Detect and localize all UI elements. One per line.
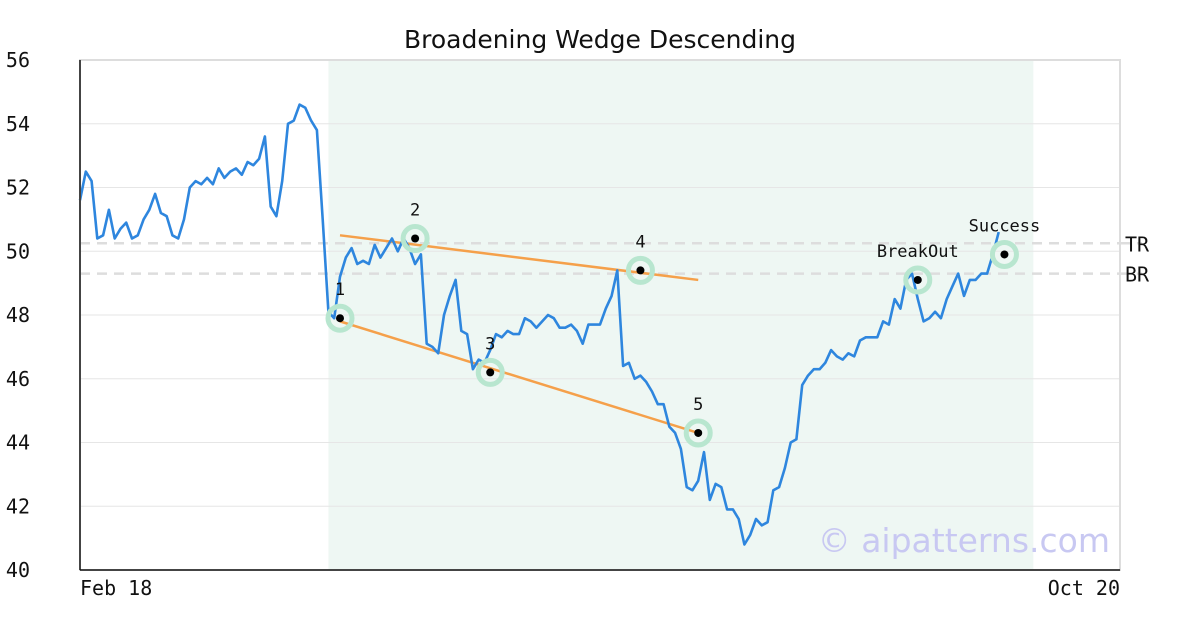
watermark: © aipatterns.com xyxy=(818,521,1110,560)
y-tick-label: 46 xyxy=(6,367,30,391)
trendline xyxy=(339,320,699,435)
point-marker xyxy=(1000,250,1009,259)
level-label: TR xyxy=(1125,232,1150,256)
point-marker xyxy=(336,314,344,323)
level-lines: TR BR xyxy=(80,232,1150,287)
point-label: 4 xyxy=(635,232,645,252)
point-halo xyxy=(903,265,933,295)
y-tick-label: 42 xyxy=(6,494,30,518)
point-halo xyxy=(989,239,1019,269)
x-tick-label: Feb 18 xyxy=(80,576,152,600)
point-label: BreakOut xyxy=(877,242,959,262)
point-halo xyxy=(475,357,505,387)
price-line xyxy=(78,103,1000,546)
point-label: 5 xyxy=(693,395,703,415)
point-halo xyxy=(625,255,655,285)
point-marker xyxy=(694,428,703,437)
point-halo xyxy=(683,418,713,448)
point-label: Success xyxy=(969,216,1041,236)
point-label: 3 xyxy=(485,334,495,354)
point-marker xyxy=(913,275,922,284)
point-halo xyxy=(325,303,355,333)
level-label: BR xyxy=(1125,263,1150,287)
y-tick-label: 52 xyxy=(6,176,30,200)
point-label: 1 xyxy=(335,280,345,300)
y-tick-label: 56 xyxy=(6,48,30,72)
y-tick-label: 44 xyxy=(6,431,30,455)
point-marker xyxy=(411,234,420,243)
y-tick-label: 48 xyxy=(6,303,30,327)
point-marker xyxy=(486,368,495,377)
pattern-points: 1 2 3 4 5 BreakOut Success xyxy=(325,201,1041,448)
x-tick-label: Oct 20 xyxy=(1048,576,1120,600)
point-marker xyxy=(636,266,645,275)
chart-title: Broadening Wedge Descending xyxy=(404,25,796,54)
y-tick-label: 40 xyxy=(6,558,30,582)
price-series xyxy=(78,103,1000,546)
point-halo xyxy=(400,224,430,253)
y-tick-label: 50 xyxy=(6,239,30,263)
point-label: 2 xyxy=(410,201,420,221)
y-tick-label: 54 xyxy=(6,112,30,136)
grid-lines xyxy=(80,59,1120,571)
